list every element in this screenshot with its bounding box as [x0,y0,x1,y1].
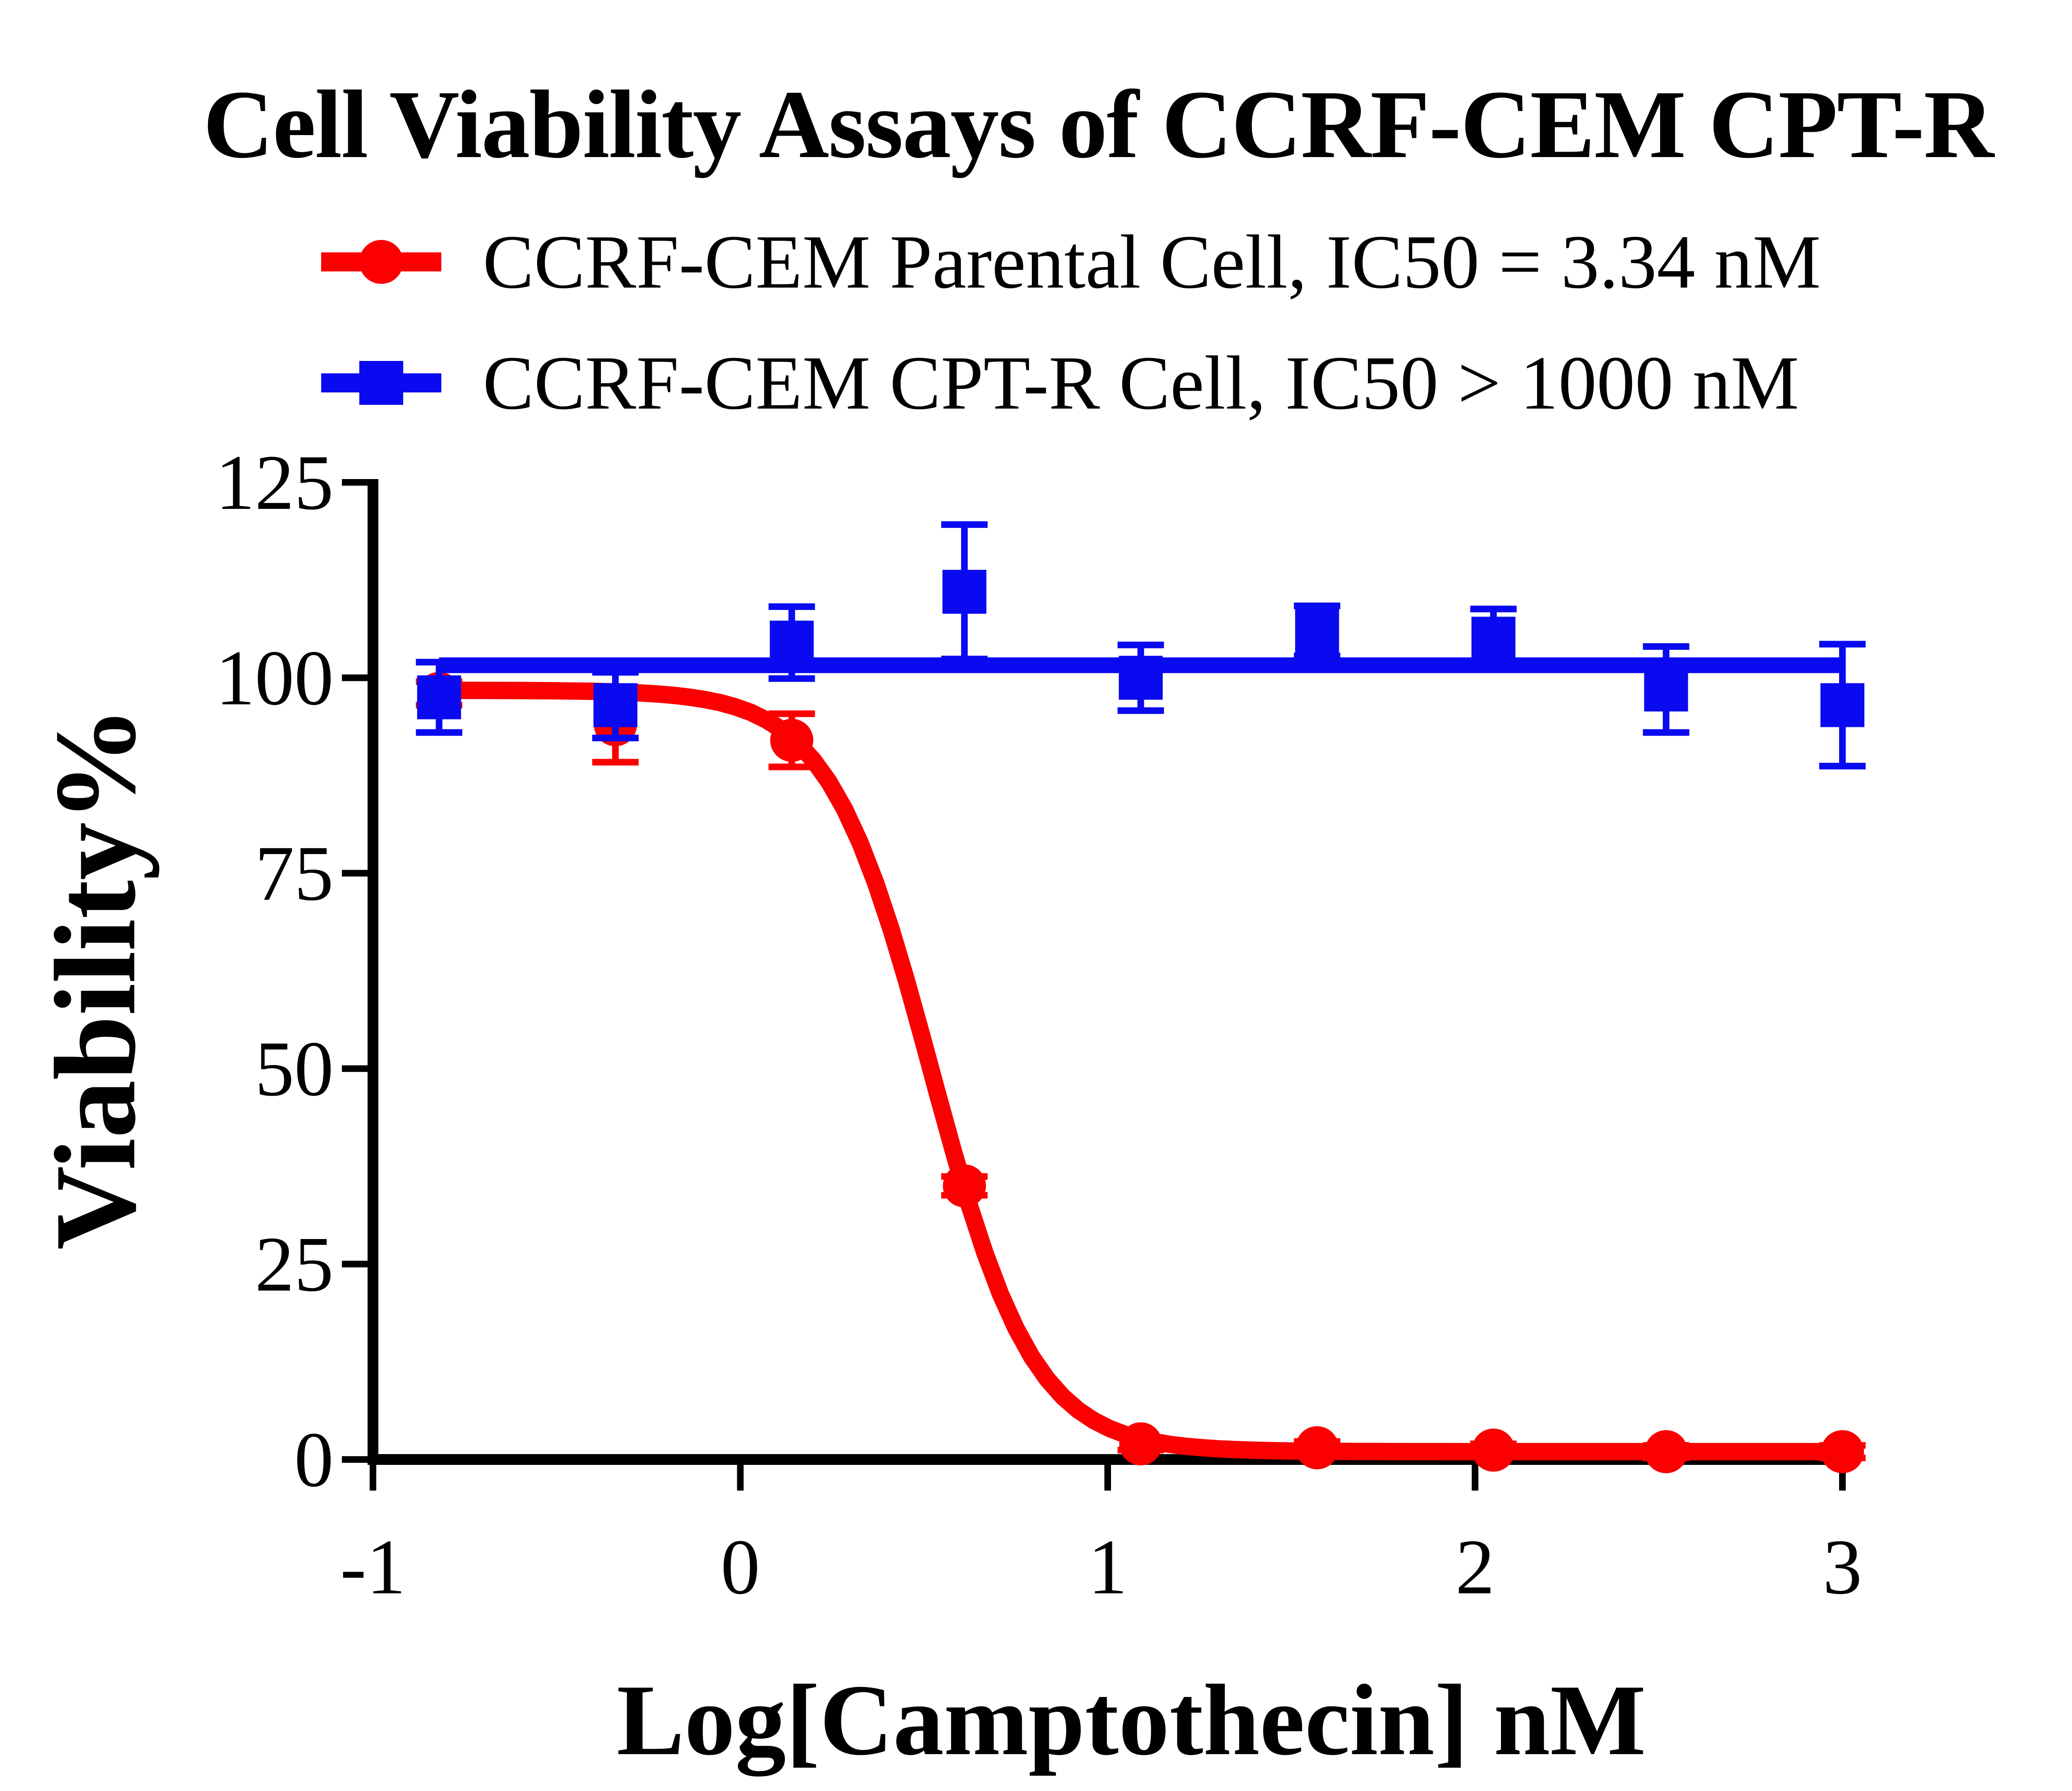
y-tick [342,870,368,877]
x-tick-label: 3 [1823,1524,1862,1611]
y-tick [342,1456,368,1463]
data-point-marker [770,620,814,665]
data-point-marker [593,683,638,727]
x-tick [1472,1465,1479,1491]
error-bar-cap [941,521,988,528]
error-bar-cap [1117,641,1164,649]
y-tick-label: 75 [255,830,334,917]
y-tick-label: 0 [294,1416,334,1503]
data-point-marker [417,675,461,719]
y-tick-label: 100 [215,635,334,722]
error-bar-cap [768,603,815,610]
error-bar-cap [592,759,639,766]
x-tick-label: 2 [1455,1524,1495,1611]
legend-item-cptr: CCRF-CEM CPT-R Cell, IC50 > 1000 nM [319,323,1799,443]
y-tick-label: 50 [255,1026,334,1113]
data-point-marker [770,719,813,762]
error-bar-cap [416,729,462,736]
data-point-marker [1644,667,1688,712]
y-tick [342,1261,368,1268]
error-bar-cap [1294,603,1341,610]
error-bar-cap [768,710,815,717]
legend-label: CCRF-CEM CPT-R Cell, IC50 > 1000 nM [483,340,1799,426]
y-tick [342,674,368,681]
data-point-marker [943,1164,986,1208]
x-tick [737,1465,744,1491]
data-point-marker [1295,1426,1339,1469]
error-bar-cap [768,763,815,770]
error-bar-cap [1819,641,1866,648]
legend-item-parental: CCRF-CEM Parental Cell, IC50 = 3.34 nM [319,202,1821,322]
error-bar-cap [1819,762,1866,770]
data-point-marker [1295,609,1339,653]
x-tick [370,1465,376,1491]
error-bar-cap [1470,605,1517,612]
y-tick-label: 125 [215,439,334,526]
data-point-marker [1820,683,1864,727]
x-tick-label: 0 [721,1524,760,1611]
x-tick [1104,1465,1111,1491]
legend-square-marker-icon [321,361,441,405]
data-point-marker [1118,656,1163,700]
y-axis-spine [368,479,378,1465]
error-bar-cap [768,675,815,682]
legend-circle-marker-icon [321,240,441,284]
error-bar-cap [1643,729,1690,736]
y-tick [342,1065,368,1072]
data-point-marker [1644,1430,1688,1474]
y-tick [342,479,368,486]
data-point-marker [942,570,987,614]
data-point-marker [1472,1428,1515,1472]
x-tick-label: 1 [1088,1524,1128,1611]
x-axis-title: Log[Camptothecin] nM [617,1664,1646,1776]
x-tick-label: -1 [340,1524,406,1611]
data-point-marker [1821,1430,1864,1474]
data-point-marker [1471,617,1515,661]
data-point-marker [1119,1422,1162,1466]
fit-curve-parental [439,681,1842,1461]
error-bar-cap [1643,643,1690,650]
y-tick-label: 25 [255,1221,334,1308]
error-bar-cap [1117,707,1164,714]
error-bar-cap [592,734,639,741]
legend-label: CCRF-CEM Parental Cell, IC50 = 3.34 nM [483,219,1821,305]
chart-title: Cell Viability Assays of CCRF-CEM CPT-R [203,70,1994,178]
